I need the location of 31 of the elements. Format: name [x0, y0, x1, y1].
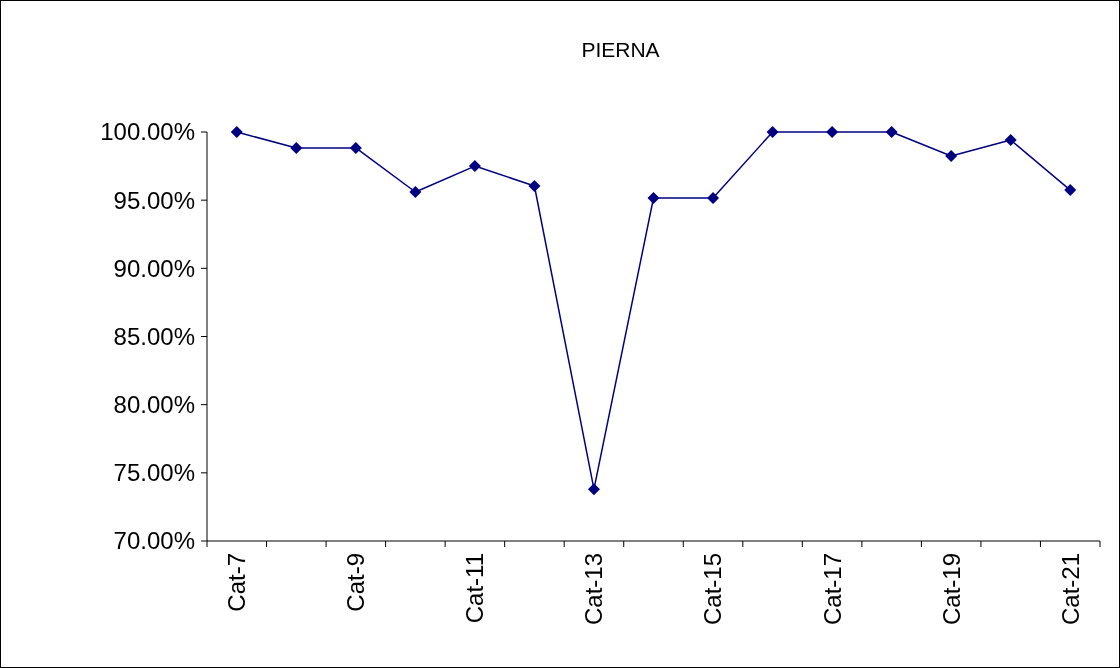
x-tick-label: Cat-13: [580, 553, 608, 626]
point: [409, 185, 422, 198]
point: [885, 126, 898, 138]
x-tick-label: Cat-7: [223, 553, 251, 612]
x-tick-label: Cat-17: [818, 553, 846, 626]
x-tick-label: Cat-15: [699, 553, 727, 626]
point: [766, 126, 779, 138]
point: [1064, 184, 1077, 197]
x-tick-label: Cat-19: [937, 553, 965, 626]
x-tick-label: Cat-21: [1056, 553, 1084, 626]
x-tick-label: Cat-11: [461, 553, 489, 624]
y-tick-label: 90.00%: [113, 254, 195, 282]
point: [707, 191, 720, 204]
point: [230, 126, 243, 138]
point: [826, 126, 839, 138]
chart-title: PIERNA: [581, 38, 660, 61]
point: [528, 179, 541, 192]
y-tick-label: 70.00%: [113, 527, 195, 555]
point: [587, 483, 600, 496]
y-tick-label: 75.00%: [113, 459, 195, 487]
point: [1004, 134, 1017, 147]
point: [468, 160, 481, 173]
y-tick-label: 85.00%: [113, 322, 195, 350]
y-tick-label: 100.00%: [100, 118, 195, 146]
y-tick-label: 80.00%: [113, 391, 195, 419]
y-tick-label: 95.00%: [113, 186, 195, 214]
point: [290, 141, 303, 154]
point: [945, 149, 958, 162]
point: [647, 191, 660, 204]
point: [349, 141, 362, 154]
x-tick-label: Cat-9: [342, 553, 370, 612]
